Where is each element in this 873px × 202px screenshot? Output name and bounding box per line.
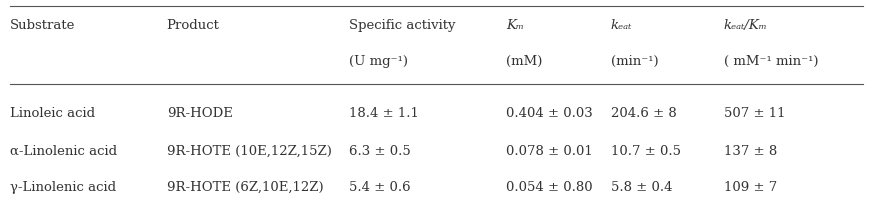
Text: Linoleic acid: Linoleic acid xyxy=(10,106,95,119)
Text: Product: Product xyxy=(167,19,220,32)
Text: 9R-HODE: 9R-HODE xyxy=(167,106,232,119)
Text: 0.404 ± 0.03: 0.404 ± 0.03 xyxy=(506,106,593,119)
Text: 9R-HOTE (10E,12Z,15Z): 9R-HOTE (10E,12Z,15Z) xyxy=(167,144,332,157)
Text: 137 ± 8: 137 ± 8 xyxy=(724,144,777,157)
Text: α-Linolenic acid: α-Linolenic acid xyxy=(10,144,117,157)
Text: Specific activity: Specific activity xyxy=(349,19,456,32)
Text: 10.7 ± 0.5: 10.7 ± 0.5 xyxy=(610,144,681,157)
Text: 0.078 ± 0.01: 0.078 ± 0.01 xyxy=(506,144,593,157)
Text: Substrate: Substrate xyxy=(10,19,75,32)
Text: 5.8 ± 0.4: 5.8 ± 0.4 xyxy=(610,180,672,193)
Text: 0.054 ± 0.80: 0.054 ± 0.80 xyxy=(506,180,593,193)
Text: 5.4 ± 0.6: 5.4 ± 0.6 xyxy=(349,180,411,193)
Text: 507 ± 11: 507 ± 11 xyxy=(724,106,785,119)
Text: kₑₐₜ: kₑₐₜ xyxy=(610,19,632,32)
Text: (min⁻¹): (min⁻¹) xyxy=(610,55,658,68)
Text: 109 ± 7: 109 ± 7 xyxy=(724,180,777,193)
Text: (U mg⁻¹): (U mg⁻¹) xyxy=(349,55,409,68)
Text: ( mM⁻¹ min⁻¹): ( mM⁻¹ min⁻¹) xyxy=(724,55,818,68)
Text: γ-Linolenic acid: γ-Linolenic acid xyxy=(10,180,116,193)
Text: 18.4 ± 1.1: 18.4 ± 1.1 xyxy=(349,106,419,119)
Text: kₑₐₜ/Kₘ: kₑₐₜ/Kₘ xyxy=(724,19,767,32)
Text: Kₘ: Kₘ xyxy=(506,19,524,32)
Text: 6.3 ± 0.5: 6.3 ± 0.5 xyxy=(349,144,411,157)
Text: (mM): (mM) xyxy=(506,55,542,68)
Text: 9R-HOTE (6Z,10E,12Z): 9R-HOTE (6Z,10E,12Z) xyxy=(167,180,323,193)
Text: 204.6 ± 8: 204.6 ± 8 xyxy=(610,106,677,119)
